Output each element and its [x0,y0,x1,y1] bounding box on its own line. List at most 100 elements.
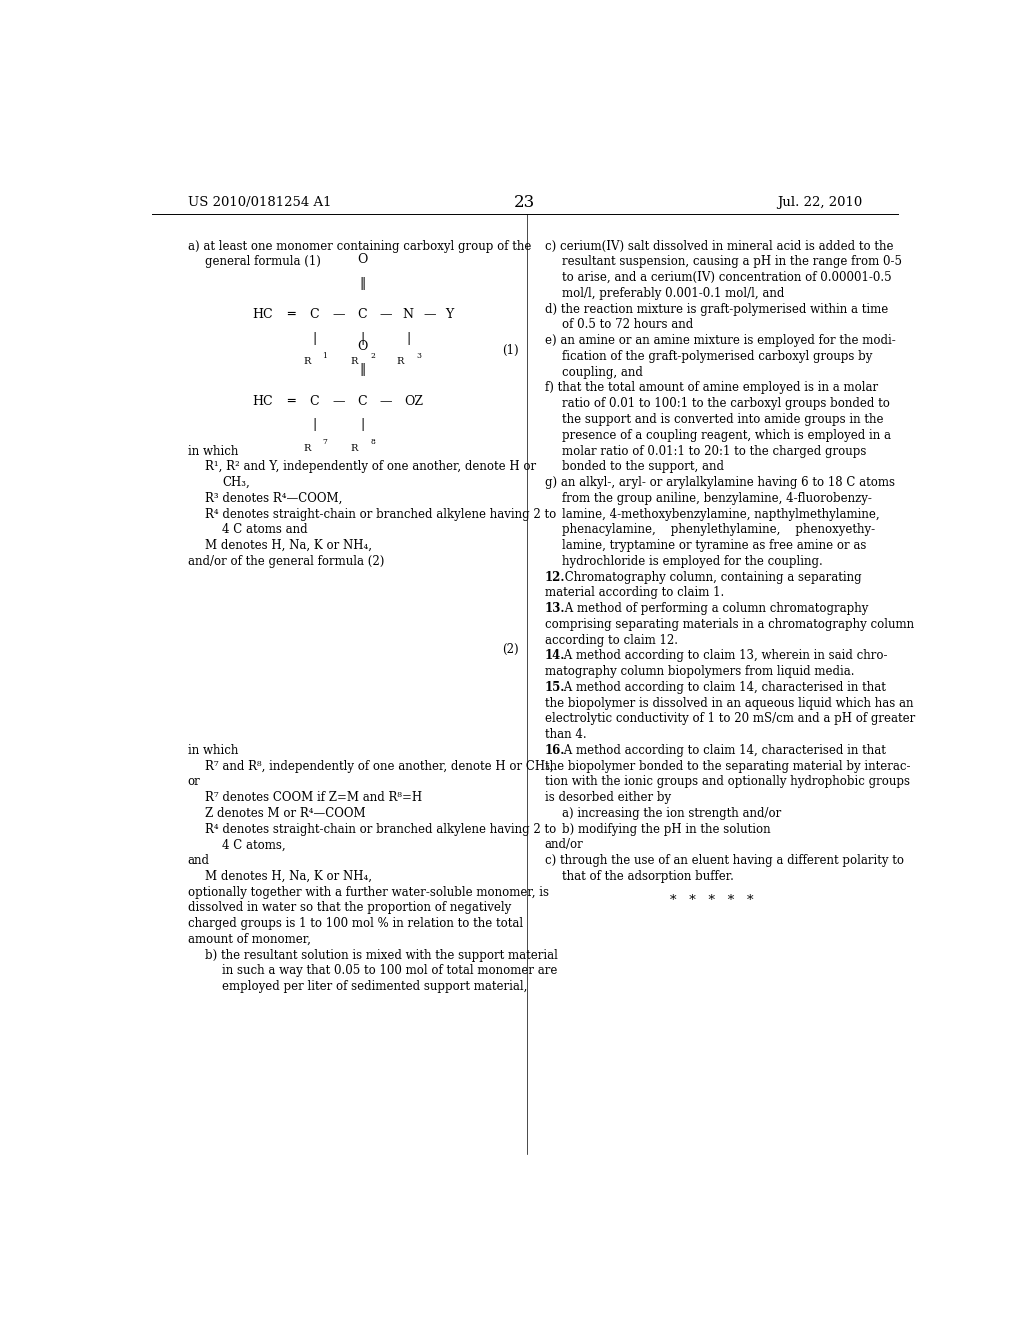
Text: Jul. 22, 2010: Jul. 22, 2010 [777,195,862,209]
Text: O: O [357,253,368,265]
Text: general formula (1): general formula (1) [205,256,321,268]
Text: 3: 3 [416,351,421,360]
Text: dissolved in water so that the proportion of negatively: dissolved in water so that the proportio… [187,902,511,915]
Text: ratio of 0.01 to 100:1 to the carboxyl groups bonded to: ratio of 0.01 to 100:1 to the carboxyl g… [562,397,890,411]
Text: 2: 2 [370,351,375,360]
Text: than 4.: than 4. [545,729,587,741]
Text: and: and [187,854,210,867]
Text: optionally together with a further water-soluble monomer, is: optionally together with a further water… [187,886,549,899]
Text: N: N [402,308,414,321]
Text: g) an alkyl-, aryl- or arylalkylamine having 6 to 18 C atoms: g) an alkyl-, aryl- or arylalkylamine ha… [545,477,895,488]
Text: Y: Y [445,308,454,321]
Text: of 0.5 to 72 hours and: of 0.5 to 72 hours and [562,318,693,331]
Text: —: — [380,395,392,408]
Text: A method according to claim 14, characterised in that: A method according to claim 14, characte… [560,744,887,756]
Text: HC: HC [253,395,273,408]
Text: R⁷ denotes COOM if Z=M and R⁸=H: R⁷ denotes COOM if Z=M and R⁸=H [205,791,422,804]
Text: —: — [332,395,344,408]
Text: ═: ═ [287,308,295,321]
Text: in such a way that 0.05 to 100 mol of total monomer are: in such a way that 0.05 to 100 mol of to… [222,965,558,977]
Text: |: | [312,331,316,345]
Text: a) at least one monomer containing carboxyl group of the: a) at least one monomer containing carbo… [187,240,530,252]
Text: e) an amine or an amine mixture is employed for the modi-: e) an amine or an amine mixture is emplo… [545,334,895,347]
Text: ‖: ‖ [359,276,366,289]
Text: 8: 8 [370,438,375,446]
Text: b) the resultant solution is mixed with the support material: b) the resultant solution is mixed with … [205,949,558,962]
Text: resultant suspension, causing a pH in the range from 0-5: resultant suspension, causing a pH in th… [562,256,902,268]
Text: R: R [396,358,404,367]
Text: R¹, R² and Y, independently of one another, denote H or: R¹, R² and Y, independently of one anoth… [205,461,537,474]
Text: Chromatography column, containing a separating: Chromatography column, containing a sepa… [560,570,861,583]
Text: the biopolymer bonded to the separating material by interac-: the biopolymer bonded to the separating … [545,759,910,772]
Text: phenacylamine,    phenylethylamine,    phenoxyethy-: phenacylamine, phenylethylamine, phenoxy… [562,523,876,536]
Text: R: R [303,444,310,453]
Text: 14.: 14. [545,649,565,663]
Text: C: C [357,395,367,408]
Text: 16.: 16. [545,744,565,756]
Text: *   *   *   *   *: * * * * * [670,894,753,907]
Text: the support and is converted into amide groups in the: the support and is converted into amide … [562,413,884,426]
Text: in which: in which [187,445,238,458]
Text: O: O [357,339,368,352]
Text: comprising separating materials in a chromatography column: comprising separating materials in a chr… [545,618,913,631]
Text: that of the adsorption buffer.: that of the adsorption buffer. [562,870,734,883]
Text: amount of monomer,: amount of monomer, [187,933,310,946]
Text: A method of performing a column chromatography: A method of performing a column chromato… [560,602,868,615]
Text: is desorbed either by: is desorbed either by [545,791,671,804]
Text: d) the reaction mixture is graft-polymerised within a time: d) the reaction mixture is graft-polymer… [545,302,888,315]
Text: R: R [351,358,358,367]
Text: C: C [357,308,367,321]
Text: R: R [351,444,358,453]
Text: 4 C atoms and: 4 C atoms and [222,523,308,536]
Text: —: — [380,308,392,321]
Text: c) cerium(IV) salt dissolved in mineral acid is added to the: c) cerium(IV) salt dissolved in mineral … [545,240,893,252]
Text: |: | [360,418,365,432]
Text: R: R [303,358,310,367]
Text: 13.: 13. [545,602,565,615]
Text: Z denotes M or R⁴—COOM: Z denotes M or R⁴—COOM [205,807,366,820]
Text: (1): (1) [503,343,519,356]
Text: ‖: ‖ [359,363,366,376]
Text: A method according to claim 13, wherein in said chro-: A method according to claim 13, wherein … [560,649,888,663]
Text: material according to claim 1.: material according to claim 1. [545,586,724,599]
Text: R⁷ and R⁸, independently of one another, denote H or CH₃,: R⁷ and R⁸, independently of one another,… [205,759,554,772]
Text: 4 C atoms,: 4 C atoms, [222,838,286,851]
Text: M denotes H, Na, K or NH₄,: M denotes H, Na, K or NH₄, [205,539,372,552]
Text: coupling, and: coupling, and [562,366,643,379]
Text: molar ratio of 0.01:1 to 20:1 to the charged groups: molar ratio of 0.01:1 to 20:1 to the cha… [562,445,866,458]
Text: charged groups is 1 to 100 mol % in relation to the total: charged groups is 1 to 100 mol % in rela… [187,917,522,931]
Text: to arise, and a cerium(IV) concentration of 0.00001-0.5: to arise, and a cerium(IV) concentration… [562,271,892,284]
Text: and/or of the general formula (2): and/or of the general formula (2) [187,554,384,568]
Text: |: | [406,331,411,345]
Text: A method according to claim 14, characterised in that: A method according to claim 14, characte… [560,681,887,694]
Text: HC: HC [253,308,273,321]
Text: electrolytic conductivity of 1 to 20 mS/cm and a pH of greater: electrolytic conductivity of 1 to 20 mS/… [545,713,914,725]
Text: (2): (2) [503,643,519,656]
Text: tion with the ionic groups and optionally hydrophobic groups: tion with the ionic groups and optionall… [545,775,909,788]
Text: hydrochloride is employed for the coupling.: hydrochloride is employed for the coupli… [562,554,823,568]
Text: mol/l, preferably 0.001-0.1 mol/l, and: mol/l, preferably 0.001-0.1 mol/l, and [562,286,784,300]
Text: matography column biopolymers from liquid media.: matography column biopolymers from liqui… [545,665,854,678]
Text: US 2010/0181254 A1: US 2010/0181254 A1 [187,195,331,209]
Text: bonded to the support, and: bonded to the support, and [562,461,724,474]
Text: lamine, 4-methoxybenzylamine, napthylmethylamine,: lamine, 4-methoxybenzylamine, napthylmet… [562,507,880,520]
Text: employed per liter of sedimented support material,: employed per liter of sedimented support… [222,981,527,993]
Text: R⁴ denotes straight-chain or branched alkylene having 2 to: R⁴ denotes straight-chain or branched al… [205,822,556,836]
Text: c) through the use of an eluent having a different polarity to: c) through the use of an eluent having a… [545,854,903,867]
Text: 1: 1 [323,351,328,360]
Text: CH₃,: CH₃, [222,477,250,488]
Text: or: or [187,775,201,788]
Text: |: | [312,418,316,432]
Text: b) modifying the pH in the solution: b) modifying the pH in the solution [562,822,771,836]
Text: from the group aniline, benzylamine, 4-fluorobenzy-: from the group aniline, benzylamine, 4-f… [562,492,872,504]
Text: 15.: 15. [545,681,565,694]
Text: f) that the total amount of amine employed is in a molar: f) that the total amount of amine employ… [545,381,878,395]
Text: 23: 23 [514,194,536,211]
Text: |: | [360,331,365,345]
Text: in which: in which [187,744,238,756]
Text: 7: 7 [323,438,328,446]
Text: —: — [423,308,436,321]
Text: ═: ═ [287,395,295,408]
Text: R⁴ denotes straight-chain or branched alkylene having 2 to: R⁴ denotes straight-chain or branched al… [205,507,556,520]
Text: R³ denotes R⁴—COOM,: R³ denotes R⁴—COOM, [205,492,342,504]
